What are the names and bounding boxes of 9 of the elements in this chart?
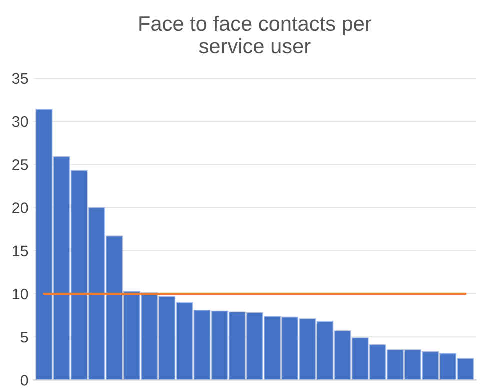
y-tick-label: 20 — [12, 202, 28, 214]
chart-title: Face to face contacts per service user — [140, 16, 372, 54]
y-tick-label: 35 — [12, 73, 28, 84]
y-tick-label: 15 — [12, 246, 28, 257]
y-tick-label: 5 — [20, 332, 28, 343]
y-tick-label: 25 — [12, 160, 28, 170]
y-tick-label: 30 — [12, 116, 28, 128]
y-tick-label: 10 — [12, 288, 28, 300]
y-tick-label: 0 — [20, 375, 28, 386]
